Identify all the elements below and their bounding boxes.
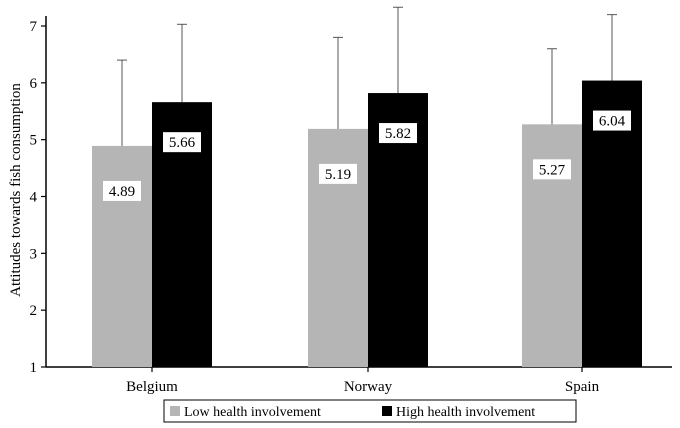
value-label: 5.19 (325, 167, 351, 183)
legend-swatch (170, 406, 180, 416)
value-label: 5.66 (169, 135, 196, 151)
y-tick-label: 3 (30, 246, 38, 262)
value-label: 4.89 (109, 184, 135, 200)
y-tick-label: 7 (30, 19, 38, 35)
value-label-box (103, 180, 141, 201)
x-tick-label: Norway (344, 379, 393, 395)
y-axis-label: Attitudes towards fish consumption (8, 83, 24, 297)
y-tick-label: 4 (30, 190, 38, 206)
y-tick-label: 1 (30, 360, 38, 376)
value-label-box (163, 132, 201, 153)
legend: Low health involvement High health involv… (163, 399, 577, 423)
value-label-box (593, 110, 631, 131)
y-tick-label: 2 (30, 303, 38, 319)
value-label: 5.27 (539, 162, 566, 178)
value-label: 5.82 (385, 126, 411, 142)
y-tick-label: 5 (30, 133, 38, 149)
y-tick-label: 6 (30, 76, 38, 92)
legend-label: High health involvement (396, 405, 535, 420)
bar (92, 145, 152, 367)
bars: 4.89 5.66 5.19 5.82 5.27 6.04 (92, 6, 642, 368)
value-label: 6.04 (599, 114, 626, 130)
value-label-box (533, 159, 571, 180)
legend-label: Low health involvement (184, 405, 321, 420)
legend-swatch (382, 406, 392, 416)
value-label-box (319, 163, 357, 184)
legend-box (163, 399, 577, 423)
x-tick-label: Spain (565, 379, 600, 395)
value-label-box (379, 123, 417, 144)
x-tick-label: Belgium (126, 379, 178, 395)
